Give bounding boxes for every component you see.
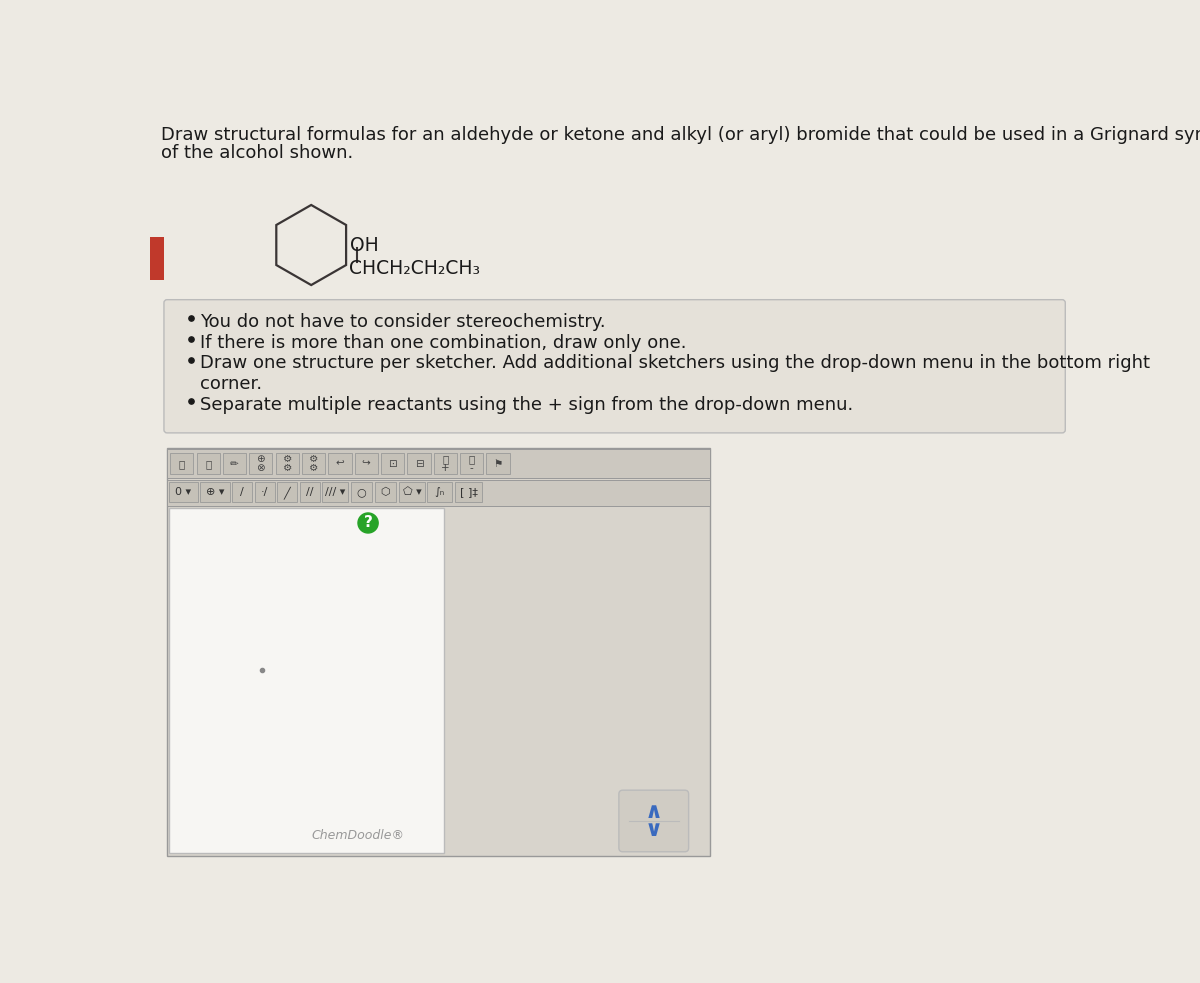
Text: ∧: ∧ [644,802,662,822]
Text: ?: ? [364,515,372,531]
Bar [380,453,404,475]
Text: ∨: ∨ [644,820,662,840]
Text: ✏: ✏ [230,459,239,469]
Circle shape [358,513,378,533]
Bar [277,483,298,502]
Bar [355,453,378,475]
Text: ChemDoodle®: ChemDoodle® [312,829,404,841]
Bar [460,453,484,475]
Text: ⬡: ⬡ [380,488,390,497]
Bar [407,453,431,475]
Text: ⊕
⊗: ⊕ ⊗ [257,454,265,473]
Bar [250,453,272,475]
Text: ⚙
⚙: ⚙ ⚙ [308,454,318,473]
Bar [197,453,220,475]
Text: ╱: ╱ [284,486,290,498]
Text: /: / [240,488,244,497]
Text: Draw one structure per sketcher. Add additional sketchers using the drop-down me: Draw one structure per sketcher. Add add… [200,354,1151,373]
Bar [350,483,372,502]
Text: ↪: ↪ [362,459,371,469]
Text: //: // [306,488,313,497]
Text: corner.: corner. [200,376,263,393]
Text: ⊟: ⊟ [414,459,424,469]
Text: ✋: ✋ [179,459,185,469]
Text: ∫ₙ: ∫ₙ [434,488,445,497]
Text: ·/: ·/ [262,488,269,497]
Text: ⚙
⚙: ⚙ ⚙ [282,454,292,473]
Bar [322,483,348,502]
Bar [486,453,510,475]
Text: ⚑: ⚑ [493,459,503,469]
Bar [433,453,457,475]
Bar [167,447,709,855]
Text: 🔒: 🔒 [205,459,211,469]
FancyBboxPatch shape [164,300,1066,433]
Bar [167,449,709,479]
Bar [167,480,709,506]
Bar [168,483,198,502]
Text: ⊡: ⊡ [389,459,397,469]
Bar [427,483,452,502]
Text: ⊕ ▾: ⊕ ▾ [206,488,224,497]
Bar [455,483,482,502]
Text: 🔍
+: 🔍 + [440,454,450,473]
Bar [168,507,444,852]
Text: OH: OH [350,236,379,255]
Bar [374,483,396,502]
Text: 🔍
-: 🔍 - [468,454,475,473]
Bar [200,483,230,502]
Text: of the alcohol shown.: of the alcohol shown. [161,145,353,162]
Text: /// ▾: /// ▾ [325,488,346,497]
Text: If there is more than one combination, draw only one.: If there is more than one combination, d… [200,333,686,352]
Text: Draw structural formulas for an aldehyde or ketone and alkyl (or aryl) bromide t: Draw structural formulas for an aldehyde… [161,126,1200,144]
Text: 0 ▾: 0 ▾ [175,488,191,497]
Text: You do not have to consider stereochemistry.: You do not have to consider stereochemis… [200,313,606,330]
Text: ↩: ↩ [336,459,344,469]
Bar [276,453,299,475]
Text: [ ]‡: [ ]‡ [460,488,478,497]
Bar [329,453,352,475]
Bar [302,453,325,475]
FancyBboxPatch shape [619,790,689,852]
Bar [150,237,164,279]
Bar [398,483,425,502]
Bar [300,483,319,502]
Bar [223,453,246,475]
Bar [232,483,252,502]
Text: ○: ○ [356,488,366,497]
Text: ⬠ ▾: ⬠ ▾ [402,488,421,497]
Text: Separate multiple reactants using the + sign from the drop-down menu.: Separate multiple reactants using the + … [200,396,853,414]
Bar [170,453,193,475]
Bar [254,483,275,502]
Text: CHCH₂CH₂CH₃: CHCH₂CH₂CH₃ [349,259,480,278]
